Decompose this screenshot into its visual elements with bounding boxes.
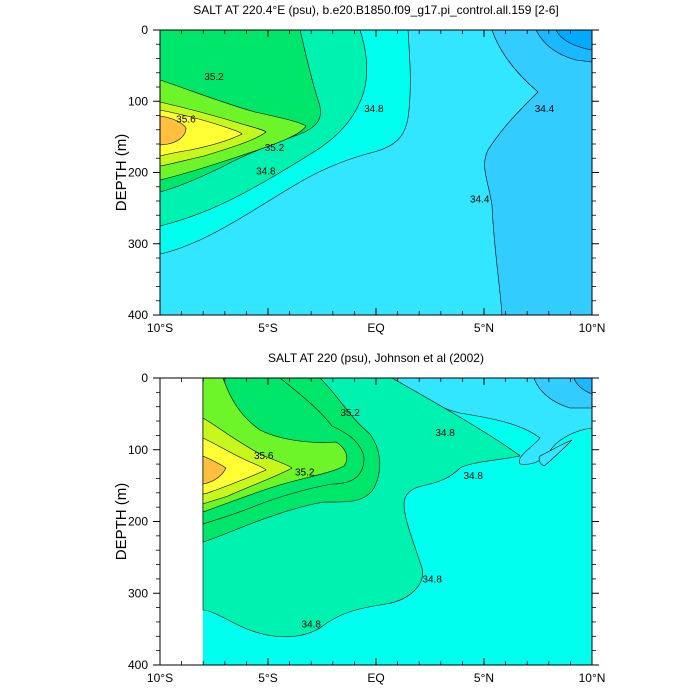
y-tick-label: 0 [141, 23, 148, 37]
top-ylabel: DEPTH (m) [113, 134, 130, 212]
bottom-axes: 10°S 5°S EQ 5°N 10°N 0 100 200 300 400 [128, 371, 605, 685]
top-title: SALT AT 220.4°E (psu), b.e20.B1850.f09_g… [193, 3, 559, 17]
contour-label: 34.8 [301, 620, 321, 631]
contour-label: 35.2 [265, 143, 285, 154]
contour-label: 35.2 [340, 408, 360, 419]
top-fill-lowsal-east [484, 29, 593, 316]
y-tick-label: 0 [141, 371, 148, 385]
x-tick-label: 5°S [258, 671, 277, 685]
bottom-fill-34-4-east [533, 377, 593, 409]
top-fill-35-6 [159, 109, 243, 157]
x-tick-label: 10°S [147, 671, 173, 685]
top-axes: 10°S 5°S EQ 5°N 10°N 0 100 200 300 400 [128, 23, 605, 335]
contour-label: 35.2 [295, 467, 315, 478]
x-tick-label: 10°N [579, 671, 606, 685]
top-panel: SALT AT 220.4°E (psu), b.e20.B1850.f09_g… [113, 3, 605, 335]
bottom-ylabel: DEPTH (m) [113, 483, 130, 561]
contour-label: 34.4 [470, 194, 490, 205]
x-tick-label: 5°N [474, 321, 494, 335]
top-contour-labels: 35.2 35.6 35.2 34.8 34.8 34.4 34.4 [176, 72, 554, 206]
contour-label: 35.6 [254, 451, 274, 462]
bottom-title: SALT AT 220 (psu), Johnson et al (2002) [268, 351, 484, 365]
bottom-panel: SALT AT 220 (psu), Johnson et al (2002) … [113, 351, 605, 685]
y-tick-label: 200 [128, 515, 148, 529]
x-tick-label: 10°S [147, 321, 173, 335]
bottom-fill-35-6 [202, 437, 267, 495]
top-fill-35-8 [159, 115, 187, 146]
y-tick-label: 400 [128, 308, 148, 322]
y-tick-label: 400 [128, 658, 148, 672]
contour-label: 34.8 [364, 104, 384, 115]
bottom-fill-east-pocket [538, 439, 573, 467]
x-tick-label: EQ [367, 671, 384, 685]
x-tick-label: EQ [367, 321, 384, 335]
bottom-fill-35-8 [202, 455, 227, 485]
y-tick-label: 300 [128, 237, 148, 251]
contour-label: 34.8 [256, 167, 276, 178]
x-tick-label: 5°S [258, 321, 277, 335]
contour-label: 34.8 [422, 574, 442, 585]
bottom-fill-34-6-east [390, 377, 593, 465]
y-tick-label: 100 [128, 443, 148, 457]
contour-label: 34.8 [435, 428, 455, 439]
contour-label: 35.6 [176, 115, 196, 126]
contour-label: 34.8 [463, 471, 483, 482]
contour-label: 34.4 [535, 104, 555, 115]
x-tick-label: 10°N [579, 321, 606, 335]
contour-label: 35.2 [204, 72, 224, 83]
bottom-contour-labels: 35.2 35.6 35.2 34.8 34.8 34.8 34.8 [254, 408, 483, 631]
y-tick-label: 100 [128, 94, 148, 108]
y-tick-label: 200 [128, 166, 148, 180]
y-tick-label: 300 [128, 586, 148, 600]
x-tick-label: 5°N [474, 671, 494, 685]
